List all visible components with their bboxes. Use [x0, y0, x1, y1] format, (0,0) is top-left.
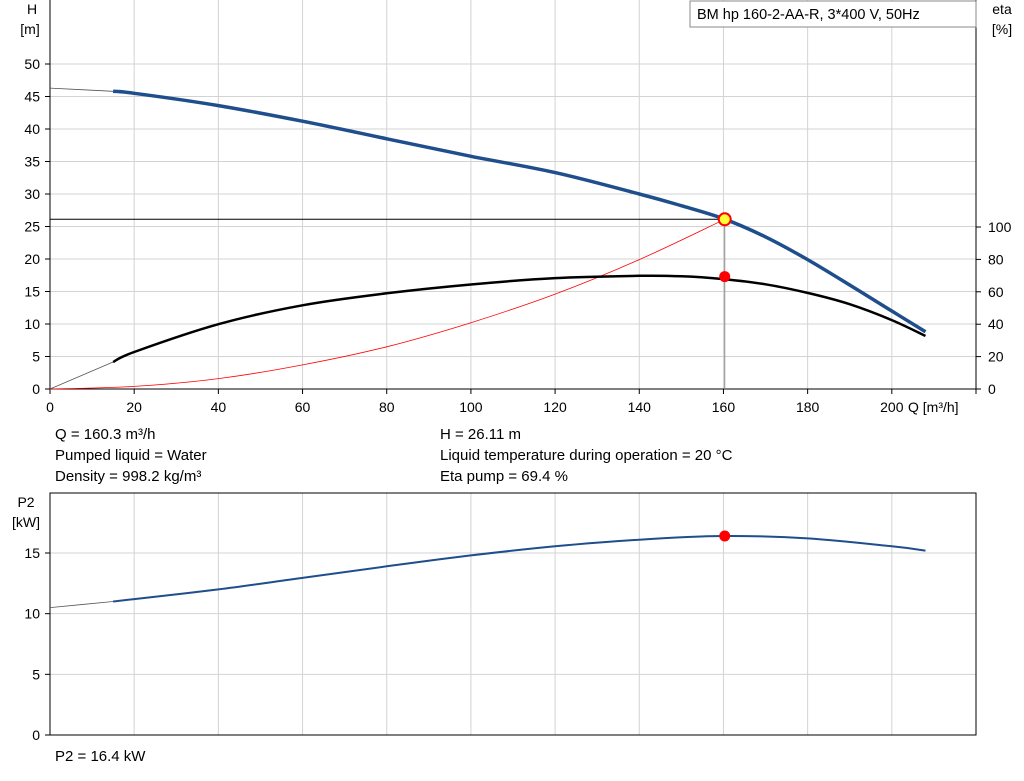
system-curve [49, 218, 725, 390]
x-tick-label: 60 [295, 399, 311, 415]
head-curve [112, 89, 927, 334]
x-tick-label: 180 [796, 399, 820, 415]
x-tick-label: 80 [379, 399, 395, 415]
y-axis-unit-left: [m] [20, 21, 39, 37]
x-tick-label: 200 [880, 399, 904, 415]
p2-y-axis-unit: [kW] [12, 514, 40, 530]
y-tick-label-left: 15 [24, 284, 40, 300]
title-box [689, 0, 977, 28]
p2-operating-point-marker [719, 530, 731, 542]
y-tick-label-left: 40 [24, 121, 40, 137]
x-tick-label: 0 [46, 399, 54, 415]
p2-y-tick-label: 0 [32, 727, 40, 743]
y-axis-label-right: eta [992, 1, 1012, 17]
y-tick-label-right: 40 [988, 316, 1004, 332]
eta-operating-point-marker [719, 271, 731, 283]
y-tick-label-right: 0 [988, 381, 996, 397]
p2-curve-extrapolation [49, 601, 114, 608]
y-tick-label-left: 25 [24, 219, 40, 235]
x-tick-label: 40 [211, 399, 227, 415]
flow-readout: Q = 160.3 m³/h [55, 426, 156, 443]
head-curve-extrapolation [49, 87, 114, 92]
x-tick-label: 140 [628, 399, 652, 415]
x-tick-label: 120 [543, 399, 567, 415]
eta-curve [112, 274, 927, 364]
density-readout: Density = 998.2 kg/m³ [55, 468, 202, 485]
head-readout: H = 26.11 m [440, 426, 522, 443]
eta-readout: Eta pump = 69.4 % [440, 468, 568, 485]
power-readout: P2 = 16.4 kW [55, 748, 146, 765]
y-tick-label-left: 35 [24, 154, 40, 170]
y-tick-label-left: 45 [24, 89, 40, 105]
p2-y-tick-label: 5 [32, 666, 40, 682]
x-axis-label: Q [m³/h] [908, 399, 959, 415]
p2-curve [112, 534, 926, 603]
y-tick-label-right: 80 [988, 251, 1004, 267]
y-tick-label-left: 10 [24, 316, 40, 332]
operating-point-marker [717, 212, 732, 227]
x-tick-label: 20 [126, 399, 142, 415]
y-tick-label-left: 0 [32, 381, 40, 397]
x-tick-label: 160 [712, 399, 736, 415]
y-tick-label-right: 60 [988, 284, 1004, 300]
p2-y-axis-label: P2 [17, 494, 34, 510]
pumped-liquid-readout: Pumped liquid = Water [55, 447, 207, 464]
y-axis-label-left: H [27, 1, 37, 17]
y-tick-label-left: 30 [24, 186, 40, 202]
y-tick-label-right: 20 [988, 349, 1004, 365]
eta-curve-extrapolation [49, 361, 114, 390]
y-axis-unit-right: [%] [992, 21, 1012, 37]
y-tick-label-right: 100 [988, 219, 1012, 235]
y-tick-label-left: 50 [24, 56, 40, 72]
x-tick-label: 100 [459, 399, 483, 415]
p2-y-tick-label: 10 [24, 606, 40, 622]
chart-title: BM hp 160-2-AA-R, 3*400 V, 50Hz [697, 7, 920, 23]
y-tick-label-left: 20 [24, 251, 40, 267]
temperature-readout: Liquid temperature during operation = 20… [440, 447, 733, 464]
p2-y-tick-label: 15 [24, 545, 40, 561]
y-tick-label-left: 5 [32, 349, 40, 365]
